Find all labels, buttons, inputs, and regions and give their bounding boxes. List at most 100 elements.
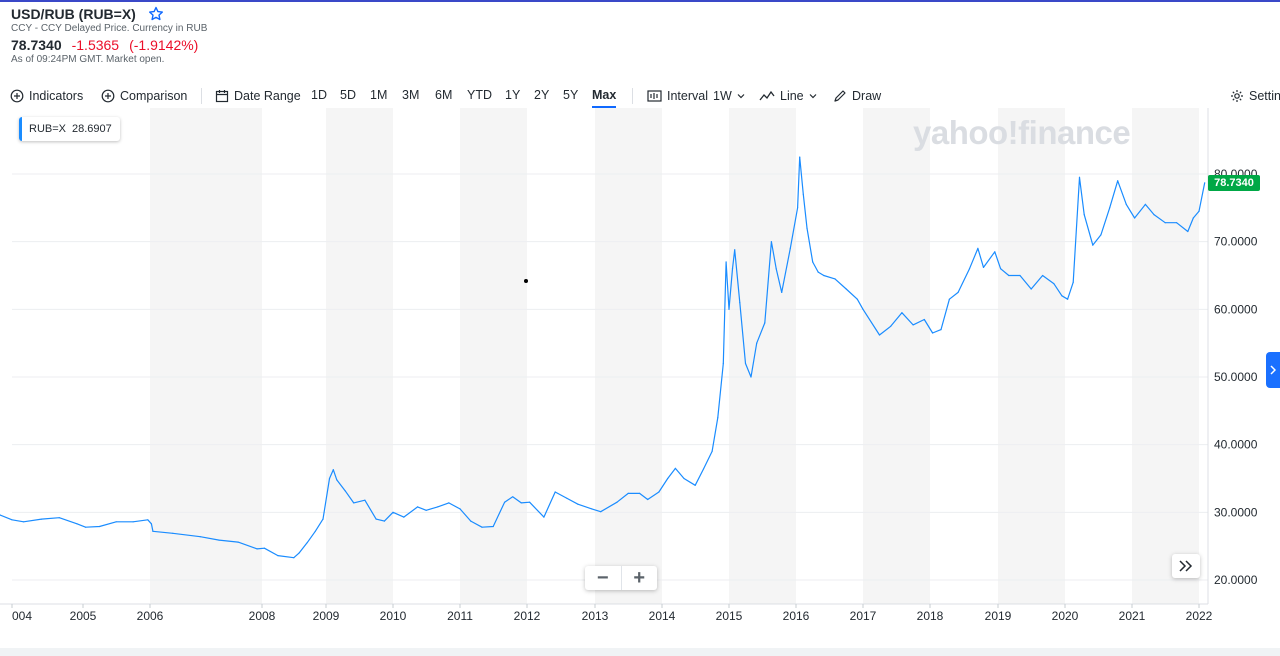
data-point: [1061, 295, 1063, 297]
y-tick-label: 60.0000: [1214, 302, 1258, 316]
data-point: [1078, 176, 1081, 178]
zoom-out-button[interactable]: −: [596, 566, 609, 589]
data-point: [722, 362, 724, 365]
data-point: [957, 291, 959, 293]
data-point: [0, 514, 1, 516]
calendar-icon: [215, 90, 229, 103]
line-chart-icon: [759, 90, 775, 101]
data-point: [448, 502, 450, 504]
data-point: [520, 502, 522, 504]
data-point: [717, 417, 719, 419]
data-point: [492, 525, 494, 528]
data-point: [1176, 222, 1178, 224]
range-1m[interactable]: 1M: [370, 88, 388, 102]
draw-button[interactable]: Draw: [833, 86, 881, 106]
range-1y[interactable]: 1Y: [505, 88, 521, 102]
range-1d[interactable]: 1D: [311, 88, 327, 102]
range-5y[interactable]: 5Y: [563, 88, 579, 102]
chevron-right-icon: [1270, 365, 1276, 375]
data-point: [1030, 288, 1032, 290]
data-point: [40, 518, 43, 520]
year-band: [863, 108, 930, 604]
data-point: [823, 274, 825, 277]
date-range-button[interactable]: Date Range: [215, 86, 301, 106]
x-tick-label: 2010: [380, 609, 407, 623]
x-tick-label: 2015: [716, 609, 743, 623]
data-point: [845, 288, 847, 290]
data-point: [789, 247, 791, 249]
data-point: [403, 516, 405, 518]
data-point: [1117, 180, 1119, 182]
current-price-tag: 78.7340: [1208, 175, 1260, 191]
data-point: [353, 502, 355, 504]
double-chevron-right-icon: [1179, 560, 1193, 572]
data-point: [1134, 217, 1136, 219]
zoom-controls: − +: [585, 566, 657, 590]
year-band: [729, 108, 796, 604]
draw-label: Draw: [852, 89, 882, 103]
candlestick-icon: [647, 90, 662, 102]
x-tick-label: 2011: [447, 609, 473, 623]
price-change-percent: (-1.9142%): [129, 37, 199, 53]
data-point: [543, 516, 545, 518]
data-point: [375, 518, 377, 520]
data-point: [856, 298, 858, 300]
page-footer-strip: [0, 648, 1280, 656]
comparison-label: Comparison: [120, 89, 188, 103]
data-point: [812, 261, 814, 263]
interval-button[interactable]: Interval 1W: [647, 86, 745, 106]
data-point: [314, 530, 316, 532]
range-5d[interactable]: 5D: [340, 88, 356, 102]
data-point: [1100, 234, 1102, 236]
range-3m[interactable]: 3M: [402, 88, 420, 102]
year-band: [1132, 108, 1199, 604]
x-tick-label: 2009: [313, 609, 340, 623]
data-point: [481, 526, 483, 528]
data-point: [470, 520, 472, 522]
jump-to-latest-button[interactable]: [1172, 554, 1200, 578]
data-point: [775, 268, 777, 270]
y-tick-label: 20.0000: [1214, 573, 1258, 587]
data-point: [256, 548, 258, 550]
price-chart[interactable]: 20.0000 30.0000 40.0000 50.0000 60.0000 70.00…: [0, 108, 1280, 648]
data-point: [23, 521, 25, 523]
series-legend[interactable]: RUB=X 28.6907: [19, 117, 120, 141]
data-point: [417, 506, 419, 508]
chevron-down-icon: [737, 94, 745, 99]
watchlist-star-icon[interactable]: [148, 6, 164, 22]
x-tick-label: 2022: [1186, 609, 1213, 623]
range-2y[interactable]: 2Y: [534, 88, 550, 102]
market-timestamp: As of 09:24PM GMT. Market open.: [11, 54, 165, 65]
data-point: [566, 497, 568, 499]
pencil-icon: [834, 90, 846, 102]
data-point: [702, 468, 705, 470]
range-ytd[interactable]: YTD: [467, 88, 492, 102]
zoom-in-button[interactable]: +: [633, 566, 646, 589]
data-point: [1019, 274, 1021, 277]
data-point: [834, 278, 836, 280]
x-tick-label: 2016: [783, 609, 810, 623]
y-tick-label: 30.0000: [1214, 505, 1258, 519]
range-max[interactable]: Max: [592, 86, 617, 108]
data-point: [152, 530, 154, 532]
chart-type-button[interactable]: Line: [759, 86, 817, 106]
settings-button[interactable]: Settings: [1230, 86, 1280, 106]
comparison-button[interactable]: Comparison: [101, 86, 187, 106]
data-point: [948, 298, 951, 300]
indicators-button[interactable]: Indicators: [10, 86, 83, 106]
data-point: [694, 484, 696, 486]
data-point: [76, 523, 78, 525]
data-point: [459, 508, 461, 510]
range-6m[interactable]: 6M: [435, 88, 453, 102]
plus-circle-icon: [101, 89, 115, 103]
x-tick-label: 2013: [582, 609, 609, 623]
data-point: [504, 501, 506, 503]
x-tick-label: 2012: [514, 609, 541, 623]
data-point: [912, 324, 914, 326]
data-point: [1198, 210, 1200, 212]
data-point: [647, 498, 649, 501]
data-point: [383, 520, 385, 522]
side-panel-toggle[interactable]: [1266, 352, 1280, 388]
data-point: [639, 492, 641, 494]
y-tick-label: 70.0000: [1214, 235, 1258, 249]
